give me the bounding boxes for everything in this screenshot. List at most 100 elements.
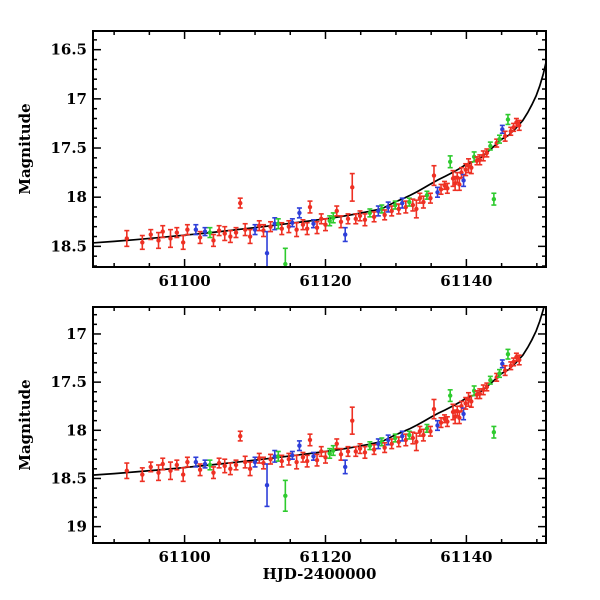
y-tick-label: 18: [66, 421, 87, 439]
point-marker: [307, 204, 313, 210]
data-point: [289, 450, 295, 460]
data-point: [349, 172, 355, 202]
point-marker: [294, 459, 299, 465]
data-point: [497, 134, 503, 144]
data-point: [487, 375, 493, 385]
data-point: [160, 457, 166, 471]
point-marker: [314, 225, 320, 230]
point-marker: [450, 409, 456, 415]
data-point: [275, 218, 281, 230]
point-marker: [264, 483, 270, 488]
point-marker: [497, 136, 502, 142]
data-point: [362, 445, 368, 460]
point-marker: [438, 187, 444, 192]
point-marker: [168, 468, 173, 473]
data-point: [357, 210, 363, 222]
data-point: [207, 459, 213, 471]
data-point: [342, 226, 348, 243]
data-point: [349, 406, 355, 435]
point-marker: [228, 466, 233, 472]
data-point: [516, 119, 522, 132]
point-marker: [367, 443, 373, 448]
data-point: [505, 113, 511, 126]
data-point: [494, 372, 500, 382]
data-point: [447, 155, 453, 169]
point-marker: [211, 470, 216, 475]
data-point: [444, 182, 450, 195]
point-marker: [334, 441, 339, 446]
y-tick-label: 18.5: [50, 469, 87, 487]
y-tick-label: 17.5: [50, 139, 87, 157]
point-marker: [334, 208, 339, 214]
plot-frame: [92, 30, 547, 268]
data-point: [406, 430, 412, 440]
point-marker: [505, 352, 511, 357]
point-marker: [264, 251, 270, 256]
data-point: [193, 223, 199, 236]
data-point: [296, 440, 302, 452]
point-marker: [331, 215, 336, 221]
point-marker: [514, 120, 519, 125]
point-marker: [382, 212, 387, 218]
point-marker: [238, 200, 243, 206]
point-marker: [463, 167, 468, 172]
point-marker: [488, 143, 493, 149]
point-marker: [362, 450, 368, 455]
data-point: [294, 454, 300, 470]
point-marker: [345, 216, 351, 222]
point-marker: [445, 186, 450, 191]
y-tick-label: 16.5: [50, 41, 87, 59]
data-point: [375, 205, 381, 217]
point-marker: [362, 217, 368, 222]
point-marker: [207, 230, 213, 235]
data-point: [362, 213, 368, 227]
data-point: [379, 437, 385, 447]
data-point: [410, 198, 416, 212]
point-marker: [428, 195, 433, 201]
point-marker: [180, 472, 186, 477]
data-point: [156, 464, 162, 482]
data-point: [367, 208, 373, 218]
point-marker: [382, 445, 387, 450]
data-point: [272, 217, 278, 231]
data-point: [345, 213, 351, 225]
data-point: [300, 219, 306, 231]
data-point: [431, 398, 437, 420]
point-marker: [216, 228, 222, 233]
data-point: [222, 225, 228, 242]
point-marker: [500, 127, 505, 132]
point-marker: [290, 220, 295, 225]
data-point: [484, 148, 490, 158]
data-point: [242, 455, 248, 469]
y-tick-label: 17.5: [50, 373, 87, 391]
data-point: [252, 223, 258, 236]
point-marker: [174, 230, 180, 235]
point-marker: [202, 229, 208, 234]
point-marker: [431, 406, 437, 412]
point-marker: [376, 208, 381, 214]
data-point: [484, 382, 490, 392]
data-point: [268, 453, 274, 465]
data-point: [167, 228, 173, 249]
point-marker: [497, 371, 502, 376]
point-marker: [488, 378, 493, 383]
point-marker: [500, 361, 505, 367]
point-marker: [469, 399, 474, 404]
data-point: [392, 433, 398, 443]
point-marker: [242, 459, 248, 465]
point-marker: [323, 222, 328, 227]
point-marker: [350, 185, 355, 190]
data-point: [227, 229, 233, 244]
data-point: [413, 199, 419, 219]
point-marker: [272, 221, 277, 226]
data-point: [424, 190, 430, 200]
y-axis-title: Magnitude: [16, 103, 34, 194]
data-point: [268, 220, 274, 233]
point-marker: [431, 173, 437, 178]
point-marker: [343, 464, 348, 470]
data-point: [318, 445, 324, 458]
point-marker: [376, 441, 381, 446]
data-point: [304, 454, 310, 468]
point-marker: [445, 419, 450, 424]
point-marker: [323, 455, 328, 460]
